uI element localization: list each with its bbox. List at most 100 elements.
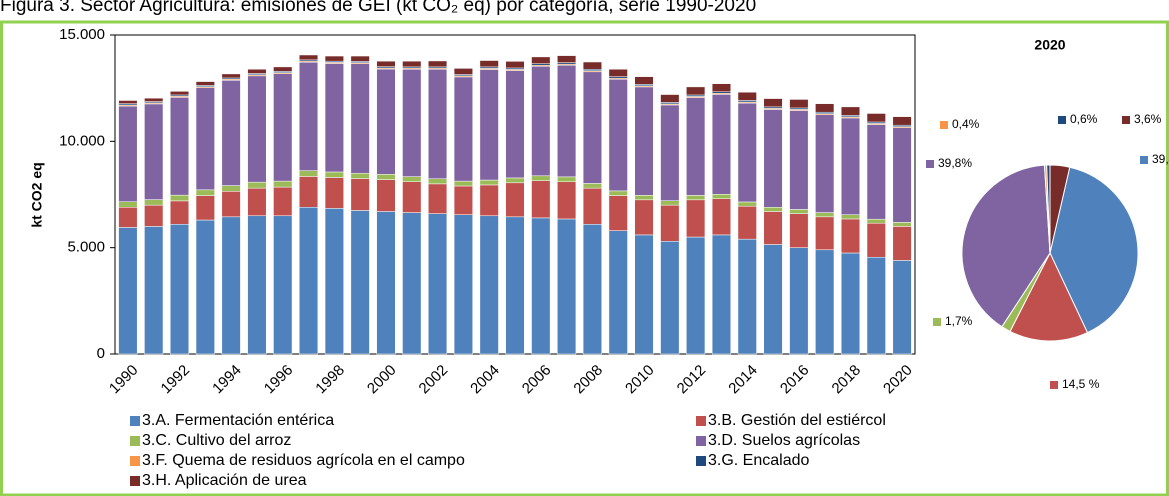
bar-segment xyxy=(428,178,448,185)
bar-segment xyxy=(840,214,861,220)
legend-label: 3.B. Gestión del estiércol xyxy=(708,412,886,429)
bar-segment xyxy=(221,73,241,79)
bar-segment xyxy=(118,227,138,355)
bar-segment xyxy=(660,204,680,242)
bar-segment xyxy=(324,171,344,178)
bar-segment xyxy=(299,176,319,208)
bar-segment xyxy=(608,190,628,196)
bar-segment xyxy=(686,199,706,238)
bar-segment xyxy=(531,180,551,219)
bar-segment xyxy=(634,199,654,236)
bar-segment xyxy=(686,236,706,355)
bar-segment xyxy=(376,68,396,175)
legend-swatch xyxy=(696,436,706,446)
bar-segment xyxy=(531,56,551,64)
bar-segment xyxy=(195,195,215,221)
bar-segment xyxy=(866,256,886,355)
bar-segment xyxy=(479,69,499,181)
bar-segment xyxy=(221,80,241,186)
bar-segment xyxy=(195,189,215,196)
pie-label: 39,4 % xyxy=(1152,152,1169,166)
bar-segment xyxy=(376,211,396,355)
pie-slice xyxy=(961,164,1051,328)
bar-segment xyxy=(582,187,602,225)
bar-segment xyxy=(582,61,602,70)
bar-segment xyxy=(118,100,138,104)
bar-segment xyxy=(686,195,706,201)
bar-segment xyxy=(892,260,912,355)
bar-segment xyxy=(634,234,654,355)
bar-segment xyxy=(169,91,190,96)
bar-segment xyxy=(866,113,886,123)
bar-segment xyxy=(402,60,422,68)
bar-segment xyxy=(144,97,164,102)
bar-segment xyxy=(737,238,757,355)
bar-segment xyxy=(144,199,164,206)
bar-segment xyxy=(324,208,344,355)
bar-segment xyxy=(453,180,473,187)
bar-segment xyxy=(763,109,783,208)
bar-segment xyxy=(892,226,912,261)
bar-segment xyxy=(660,94,680,103)
bar-segment xyxy=(531,66,551,177)
pie-label: 0,6% xyxy=(1070,112,1098,126)
pie-label-swatch xyxy=(1122,116,1130,124)
bar-segment xyxy=(350,63,370,174)
bar-segment xyxy=(608,195,628,231)
bar-segment xyxy=(350,178,370,211)
bar-segment xyxy=(247,68,267,74)
bar-segment xyxy=(169,194,190,202)
bar-segment xyxy=(324,63,344,173)
bar-segment xyxy=(840,106,861,116)
figure-title: Figura 3. Sector Agricultura: emisiones … xyxy=(0,0,756,16)
legend-label: 3.H. Aplicación de urea xyxy=(142,472,307,489)
bar-segment xyxy=(866,218,886,224)
bar-segment xyxy=(324,55,344,62)
bar-segment xyxy=(144,103,164,200)
bar-segment xyxy=(582,224,602,355)
bar-segment xyxy=(428,68,448,180)
bar-segment xyxy=(582,183,602,189)
legend-label: 3.F. Quema de residuos agrícola en el ca… xyxy=(142,452,465,469)
bar-segment xyxy=(453,68,473,75)
bar-segment xyxy=(479,179,499,186)
bar-segment xyxy=(247,75,267,183)
bar-segment xyxy=(144,204,164,227)
bar-segment xyxy=(840,252,861,355)
y-axis-label: kt CO2 eq xyxy=(29,162,45,227)
pie-label-swatch xyxy=(940,121,948,129)
bar-segment xyxy=(892,116,912,126)
bar-segment xyxy=(763,244,783,355)
bar-segment xyxy=(608,68,628,77)
bar-segment xyxy=(273,215,293,355)
bar-segment xyxy=(531,175,551,181)
bar-segment xyxy=(763,211,783,245)
bar-segment xyxy=(737,201,757,207)
legend-swatch xyxy=(696,456,706,466)
bar-segment xyxy=(453,214,473,355)
legend-swatch xyxy=(696,416,706,426)
bar-segment xyxy=(453,185,473,215)
bar-segment xyxy=(169,200,190,225)
bar-segment xyxy=(324,177,344,209)
bar-segment xyxy=(428,213,448,355)
bar-segment xyxy=(221,191,241,218)
bar-segment xyxy=(350,210,370,355)
bar-segment xyxy=(634,76,654,85)
bar-segment xyxy=(505,216,525,355)
bar-segment xyxy=(815,249,835,355)
pie-label: 39,8% xyxy=(938,156,972,170)
bar-segment xyxy=(505,61,525,69)
bar-segment xyxy=(608,78,628,192)
bar-segment xyxy=(634,86,654,196)
bar-segment xyxy=(892,222,912,227)
bar-segment xyxy=(737,91,757,101)
bar-segment xyxy=(686,97,706,196)
pie-label: 14,5 % xyxy=(1062,377,1100,391)
bar-segment xyxy=(505,70,525,179)
bar-segment xyxy=(118,105,138,202)
bar-segment xyxy=(789,99,809,109)
bar-segment xyxy=(737,102,757,203)
bar-segment xyxy=(453,76,473,182)
